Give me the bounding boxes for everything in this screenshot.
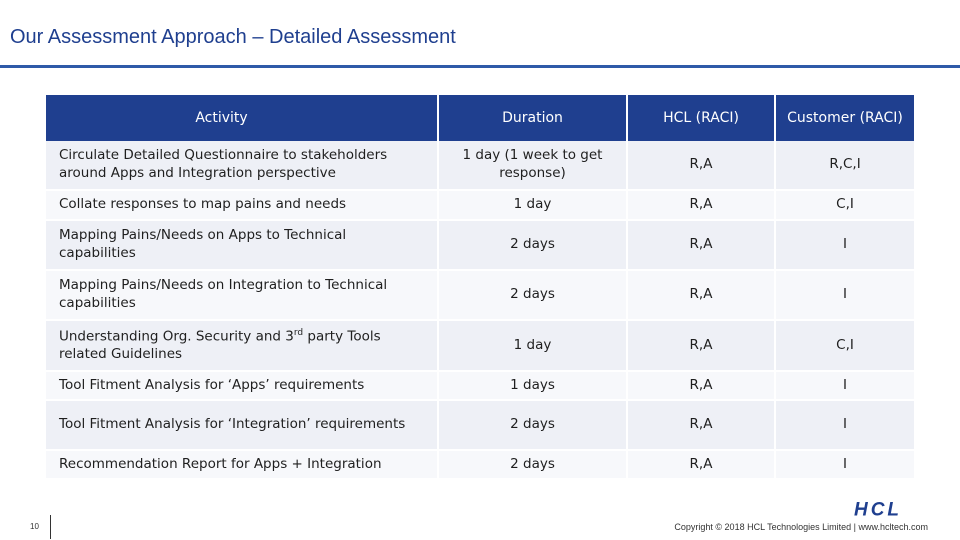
hcl-raci-cell: R,A (627, 450, 776, 480)
header-duration: Duration (438, 95, 628, 141)
activity-cell: Tool Fitment Analysis for ‘Apps’ require… (46, 371, 439, 401)
activity-superscript: rd (293, 327, 304, 338)
activity-text: party Tools related Guidelines (59, 328, 381, 362)
duration-cell: 1 day (438, 320, 628, 372)
copyright-text: Copyright © 2018 HCL Technologies Limite… (674, 522, 928, 532)
customer-raci-cell: I (775, 450, 914, 480)
activity-cell: Recommendation Report for Apps + Integra… (46, 450, 439, 480)
duration-cell: 1 day (1 week to get response) (438, 141, 628, 191)
customer-raci-cell: R,C,I (775, 141, 914, 191)
logo-text: HCL (854, 500, 902, 518)
header-activity: Activity (46, 95, 439, 141)
duration-cell: 2 days (438, 400, 628, 451)
header-hcl-raci: HCL (RACI) (627, 95, 776, 141)
table-row: Circulate Detailed Questionnaire to stak… (46, 141, 914, 191)
table-row: Tool Fitment Analysis for ‘Integration’ … (46, 400, 914, 451)
duration-cell: 1 days (438, 371, 628, 401)
hcl-logo: HCL (854, 500, 902, 518)
hcl-raci-cell: R,A (627, 190, 776, 221)
hcl-raci-cell: R,A (627, 400, 776, 451)
table-row: Mapping Pains/Needs on Apps to Technical… (46, 220, 914, 271)
activity-cell: Understanding Org. Security and 3rd part… (46, 320, 439, 372)
hcl-raci-cell: R,A (627, 220, 776, 271)
hcl-raci-cell: R,A (627, 141, 776, 191)
activity-cell: Mapping Pains/Needs on Apps to Technical… (46, 220, 439, 271)
hcl-raci-cell: R,A (627, 270, 776, 321)
table-row: Understanding Org. Security and 3rd part… (46, 320, 914, 372)
customer-raci-cell: I (775, 220, 914, 271)
table-header-row: Activity Duration HCL (RACI) Customer (R… (46, 95, 914, 141)
activity-cell: Tool Fitment Analysis for ‘Integration’ … (46, 400, 439, 451)
table-row: Mapping Pains/Needs on Integration to Te… (46, 270, 914, 321)
table-row: Collate responses to map pains and needs… (46, 190, 914, 221)
title-divider (0, 65, 960, 68)
table-row: Recommendation Report for Apps + Integra… (46, 450, 914, 480)
header-customer-raci: Customer (RACI) (775, 95, 914, 141)
customer-raci-cell: C,I (775, 320, 914, 372)
activity-text: Understanding Org. Security and 3 (59, 328, 294, 345)
customer-raci-cell: I (775, 371, 914, 401)
hcl-raci-cell: R,A (627, 371, 776, 401)
activity-cell: Collate responses to map pains and needs (46, 190, 439, 221)
duration-cell: 2 days (438, 450, 628, 480)
hcl-raci-cell: R,A (627, 320, 776, 372)
table-row: Tool Fitment Analysis for ‘Apps’ require… (46, 371, 914, 401)
customer-raci-cell: C,I (775, 190, 914, 221)
page-number: 10 (30, 522, 39, 531)
customer-raci-cell: I (775, 270, 914, 321)
duration-cell: 2 days (438, 270, 628, 321)
slide-title: Our Assessment Approach – Detailed Asses… (10, 26, 456, 48)
activity-cell: Mapping Pains/Needs on Integration to Te… (46, 270, 439, 321)
activity-cell: Circulate Detailed Questionnaire to stak… (46, 141, 439, 191)
duration-cell: 2 days (438, 220, 628, 271)
duration-cell: 1 day (438, 190, 628, 221)
customer-raci-cell: I (775, 400, 914, 451)
footer-divider (50, 515, 51, 539)
assessment-table: Activity Duration HCL (RACI) Customer (R… (46, 95, 914, 480)
